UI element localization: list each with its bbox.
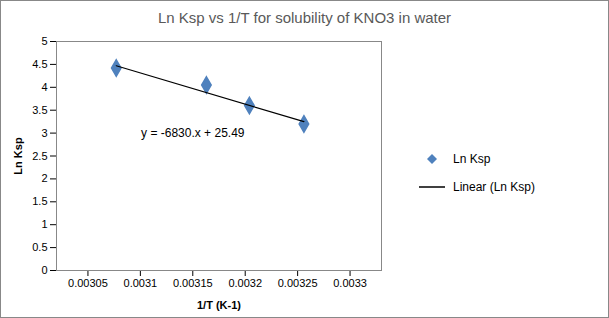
svg-text:y = -6830.x + 25.49: y = -6830.x + 25.49: [141, 126, 245, 140]
svg-text:1: 1: [41, 218, 47, 230]
svg-text:0.0033: 0.0033: [333, 277, 367, 289]
html-text:Ln Ksp vs 1/T for solubility o: Ln Ksp vs 1/T for solubility of KNO3 in …: [157, 9, 452, 26]
svg-text:5: 5: [41, 35, 47, 47]
html-text:Ln Ksp: Ln Ksp: [453, 152, 491, 166]
svg-text:0.0031: 0.0031: [124, 277, 158, 289]
svg-text:3.5: 3.5: [32, 104, 47, 116]
svg-text:0.00315: 0.00315: [173, 277, 213, 289]
svg-text:0: 0: [41, 264, 47, 276]
svg-text:4.5: 4.5: [32, 58, 47, 70]
svg-text:3: 3: [41, 127, 47, 139]
svg-text:4: 4: [41, 81, 47, 93]
svg-text:1/T (K-1): 1/T (K-1): [197, 299, 241, 311]
svg-text:2.5: 2.5: [32, 150, 47, 162]
svg-text:0.00305: 0.00305: [68, 277, 108, 289]
svg-text:1.5: 1.5: [32, 195, 47, 207]
svg-text:Ln Ksp: Ln Ksp: [12, 137, 24, 175]
svg-text:0.0032: 0.0032: [228, 277, 262, 289]
svg-text:2: 2: [41, 172, 47, 184]
svg-text:0.00325: 0.00325: [278, 277, 318, 289]
svg-text:0.5: 0.5: [32, 241, 47, 253]
html-text:Linear (Ln Ksp): Linear (Ln Ksp): [453, 180, 535, 194]
